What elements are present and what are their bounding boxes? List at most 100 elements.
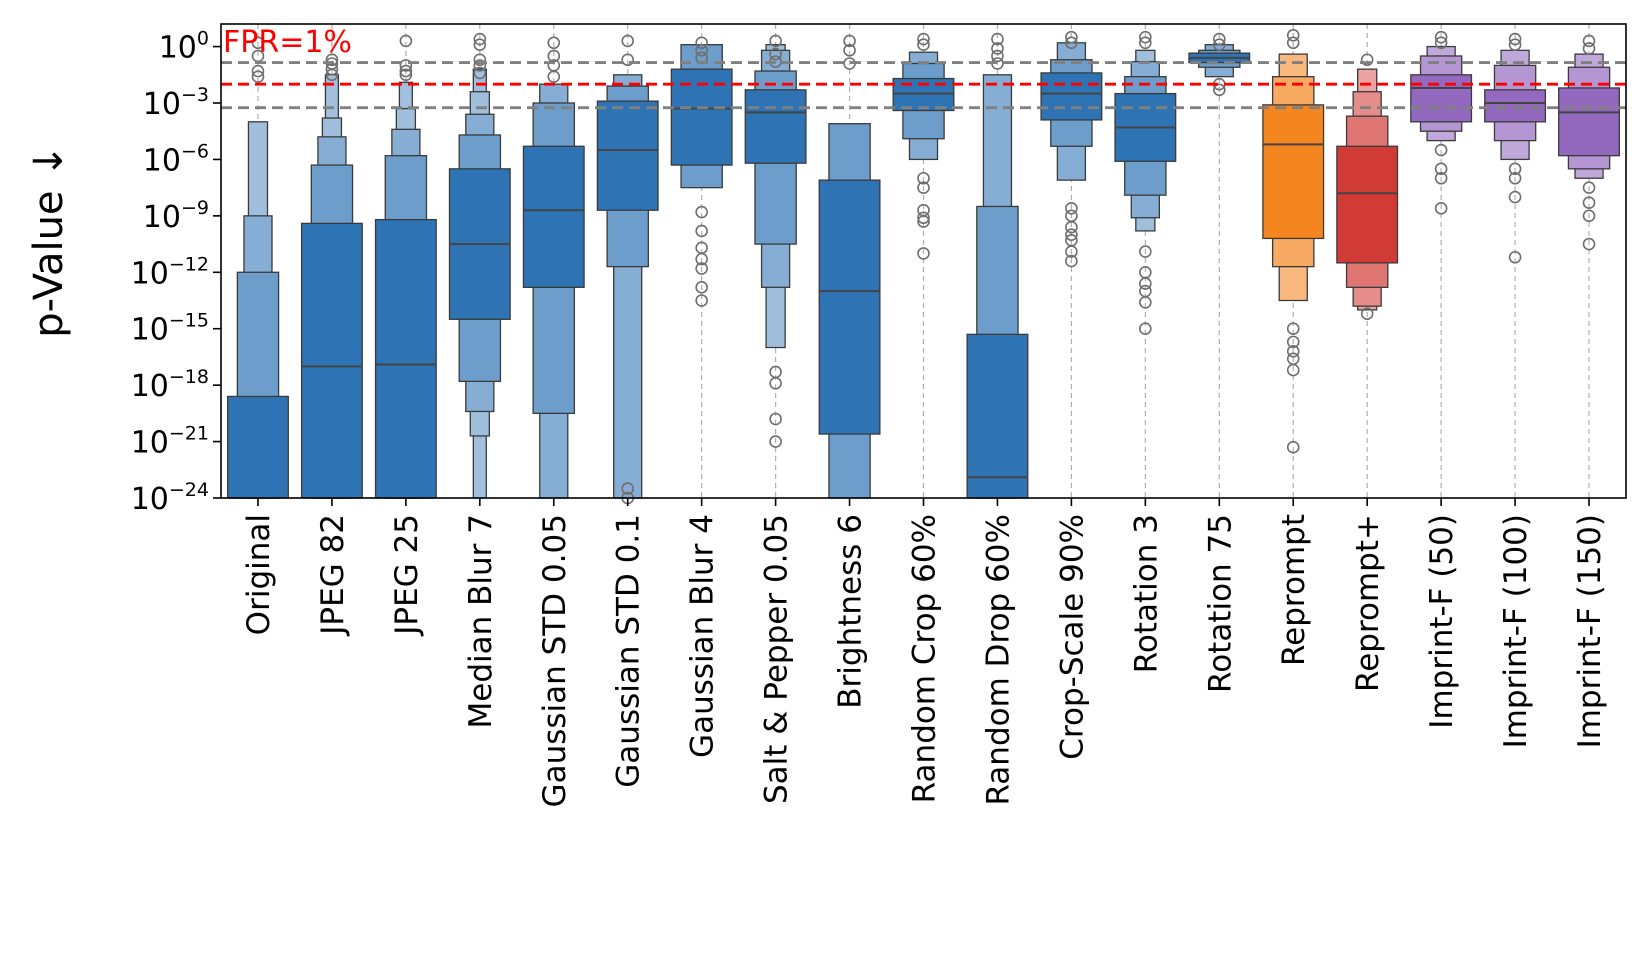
outlier-point — [1582, 42, 1596, 55]
boxen-reprompt- — [1336, 53, 1399, 320]
boxen-level — [966, 333, 1029, 499]
outlier-point — [991, 49, 1004, 63]
outlier-point — [1139, 36, 1152, 50]
outlier-point — [695, 294, 708, 307]
x-tick-label: Median Blur 7 — [463, 514, 499, 728]
y-tick-label: 10−9 — [143, 197, 209, 235]
outlier-point — [1360, 307, 1374, 320]
outlier-point — [1508, 171, 1522, 185]
outlier-point — [1286, 322, 1300, 336]
outlier-point — [473, 53, 487, 67]
boxen-level — [1410, 74, 1473, 123]
outlier-point — [1065, 220, 1078, 234]
outlier-point — [1212, 83, 1226, 97]
boxen-gaussian-std-0-1 — [596, 34, 659, 505]
outlier-point — [1065, 30, 1078, 44]
outlier-point — [547, 36, 561, 50]
boxen-level — [596, 100, 659, 211]
outlier-point — [843, 44, 856, 57]
outlier-point — [1139, 245, 1152, 258]
outlier-point — [1434, 30, 1448, 44]
outlier-point — [1582, 181, 1596, 194]
boxen-imprint-f-100- — [1484, 32, 1547, 264]
outlier-point — [1582, 209, 1596, 223]
x-tick-label: Gaussian STD 0.05 — [537, 514, 573, 807]
boxen-rotation-3 — [1114, 30, 1177, 336]
boxen-gaussian-blur-4 — [670, 36, 733, 307]
boxen-rotation-75 — [1188, 32, 1251, 97]
outlier-point — [1582, 237, 1596, 251]
x-tick-label: Imprint-F (150) — [1572, 514, 1608, 748]
outlier-point — [1286, 36, 1300, 50]
boxen-level — [1558, 87, 1620, 157]
x-tick-label: Random Crop 60% — [907, 514, 943, 803]
reference-lines — [221, 61, 1626, 110]
boxen-level — [522, 145, 585, 288]
outlier-point — [1212, 38, 1226, 51]
boxen-reprompt — [1262, 28, 1325, 454]
boxen-jpeg-82 — [300, 53, 363, 499]
outlier-point — [621, 34, 635, 48]
x-tick-label: Rotation 75 — [1202, 514, 1238, 693]
outlier-point — [399, 68, 413, 82]
outlier-point — [917, 32, 930, 46]
outlier-point — [1434, 143, 1448, 157]
outlier-point — [695, 224, 708, 238]
boxen-crop-scale-90- — [1040, 30, 1103, 268]
outlier-point — [1582, 34, 1596, 48]
outlier-point — [769, 435, 782, 448]
outlier-point — [991, 42, 1004, 55]
outlier-point — [399, 64, 413, 78]
outlier-point — [1139, 277, 1152, 290]
boxen-level — [1484, 89, 1547, 123]
outlier-point — [1508, 38, 1522, 51]
outlier-point — [1286, 344, 1300, 358]
outlier-point — [1508, 162, 1522, 176]
boxen-brightness-6 — [818, 34, 881, 499]
outlier-point — [695, 252, 708, 266]
outlier-point — [991, 32, 1004, 46]
fpr-label: FPR=1% — [223, 25, 352, 60]
y-axis-ticks: 100 10−3 10−6 10−9 10−12 10−15 10−18 10−21 10−24 — [131, 28, 221, 517]
outlier-point — [769, 412, 782, 426]
outlier-point — [251, 36, 265, 50]
outlier-point — [1508, 250, 1522, 264]
outlier-point — [1508, 32, 1522, 46]
outlier-point — [917, 181, 930, 194]
x-tick-label: Salt & Pepper 0.05 — [759, 514, 795, 804]
outlier-point — [1212, 32, 1226, 46]
outlier-point — [695, 36, 708, 50]
boxen-level — [300, 222, 363, 499]
y-tick-label: 10−24 — [131, 479, 209, 517]
outlier-point — [473, 66, 487, 80]
outlier-point — [695, 262, 708, 275]
x-tick-label: Rotation 3 — [1128, 514, 1164, 673]
boxen-level — [1336, 145, 1399, 264]
boxen-imprint-f-150- — [1558, 34, 1620, 251]
outlier-point — [473, 32, 487, 46]
outlier-point — [917, 215, 930, 228]
outlier-point — [769, 376, 782, 390]
outlier-point — [695, 205, 708, 219]
outlier-point — [1582, 196, 1596, 209]
x-tick-label: Imprint-F (100) — [1498, 514, 1534, 748]
outlier-point — [251, 70, 265, 83]
outlier-point — [1286, 363, 1300, 377]
boxen-level — [227, 395, 289, 499]
boxen-level — [374, 218, 437, 499]
boxen-level — [1262, 104, 1325, 240]
outlier-point — [1065, 254, 1078, 268]
x-tick-label: Gaussian Blur 4 — [685, 514, 721, 758]
outlier-point — [1434, 36, 1448, 50]
y-tick-label: 10−21 — [131, 423, 209, 461]
outlier-point — [695, 44, 708, 57]
outlier-point — [1139, 30, 1152, 44]
boxen-level — [744, 89, 807, 164]
outlier-point — [1065, 202, 1078, 215]
boxen-level — [818, 179, 881, 435]
x-tick-label: Reprompt+ — [1350, 514, 1386, 692]
boxen-salt-pepper-0-05 — [744, 34, 807, 448]
outlier-point — [1139, 296, 1152, 309]
y-axis-label: p-Value ↓ — [26, 144, 72, 338]
outlier-point — [917, 211, 930, 225]
